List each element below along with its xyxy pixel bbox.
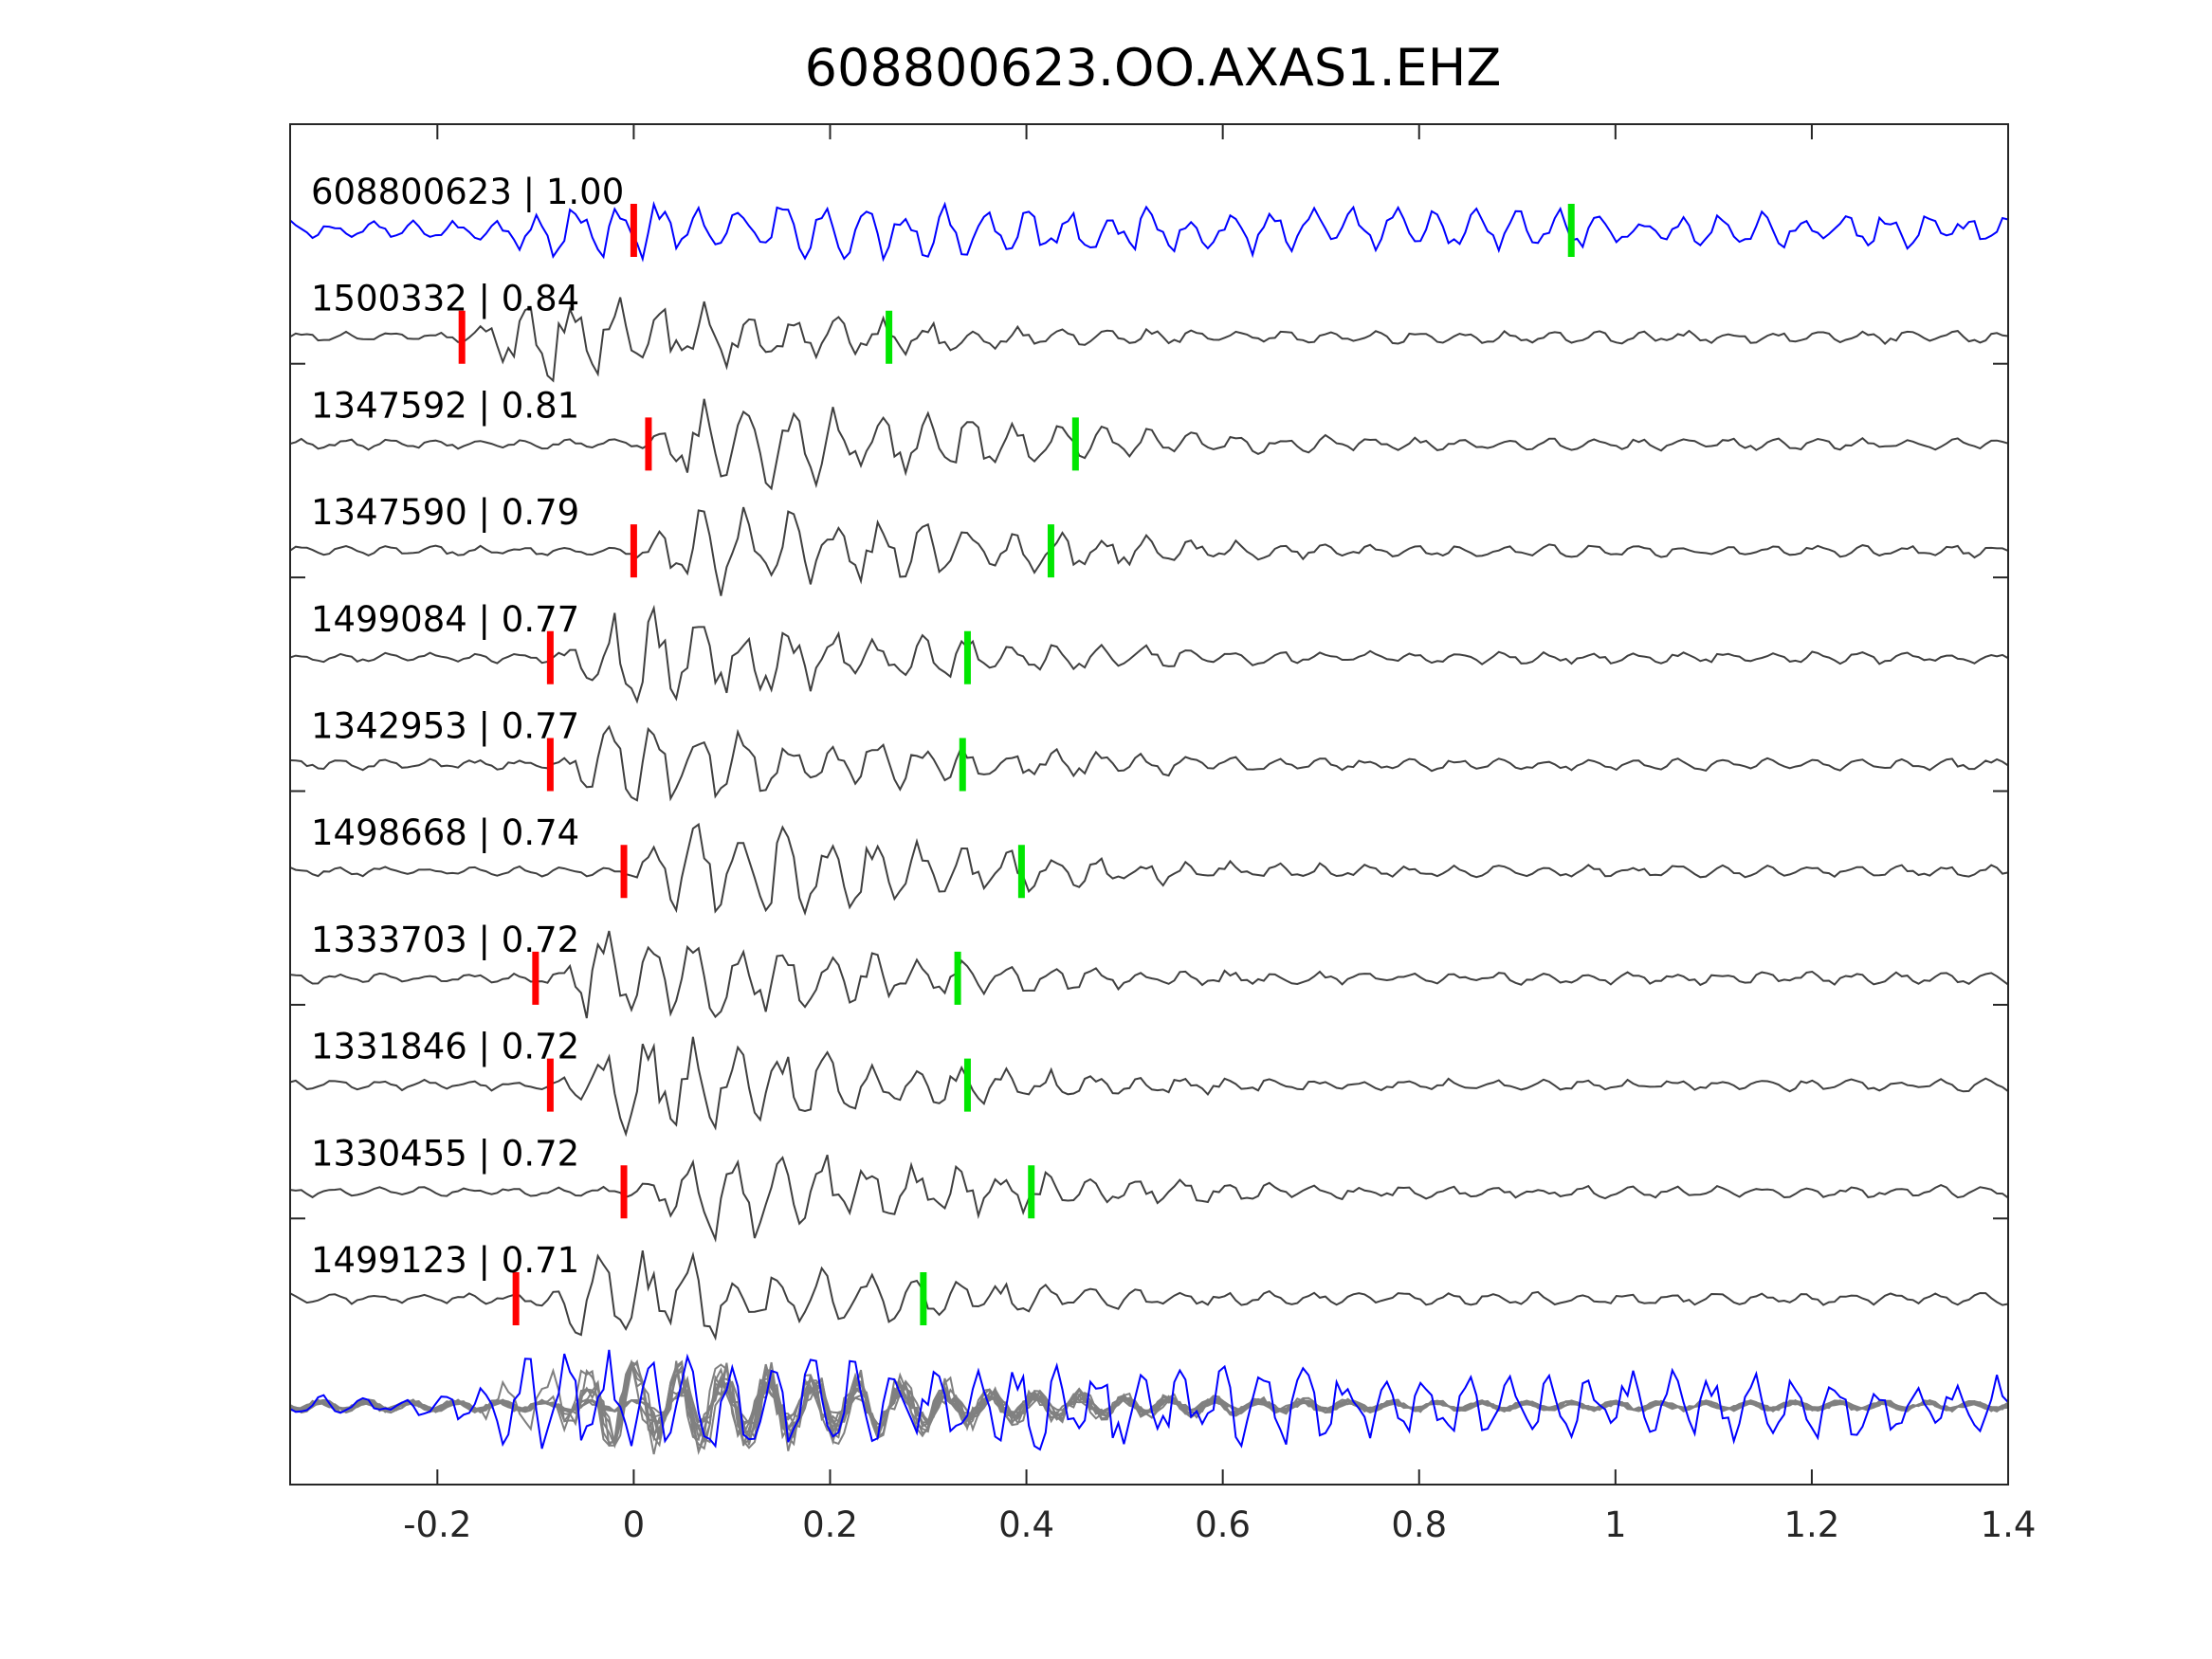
stack-trace-1499123 [289,1362,2009,1455]
trace-label-1498668: 1498668 | 0.74 [311,812,579,853]
waveform-trace-1330455 [289,1154,2009,1243]
trace-label-1499084: 1499084 | 0.77 [311,599,579,640]
stack-reference-trace [289,1349,2009,1451]
trace-label-1333703: 1333703 | 0.72 [311,920,579,960]
trace-label-1347590: 1347590 | 0.79 [311,492,579,533]
stack-trace-1499084 [289,1359,2009,1452]
chart-title: 608800623.OO.AXAS1.EHZ [805,38,1502,98]
waveform-trace-1333703 [289,930,2009,1019]
trace-label-1331846: 1331846 | 0.72 [311,1027,579,1067]
ticks-layer: -0.2 0 0.2 0.4 0.6 0.8 1 1.2 1.4 [290,124,2036,1545]
waveform-trace-608800623 [289,200,2009,263]
waveform-trace-1500332 [289,297,2009,383]
x-tick-label: 0 [623,1504,646,1545]
trace-label-608800623: 608800623 | 1.00 [311,172,624,212]
waveform-trace-1331846 [289,1036,2009,1138]
trace-label-1500332: 1500332 | 0.84 [311,279,579,319]
x-tick-label: 1 [1604,1504,1627,1545]
picks-layer [458,204,1575,1325]
x-tick-label: 1.4 [1981,1504,2037,1545]
traces-layer [289,200,2009,1341]
x-tick-label: 0.4 [998,1504,1054,1545]
stack-trace-1330455 [289,1363,2009,1455]
trace-label-1499123: 1499123 | 0.71 [311,1240,579,1281]
stack-layer [289,1349,2009,1455]
waveform-trace-1499123 [289,1250,2009,1341]
trace-label-1342953: 1342953 | 0.77 [311,706,579,747]
trace-label-1330455: 1330455 | 0.72 [311,1133,579,1174]
labels-layer: 608800623 | 1.00 1500332 | 0.84 1347592 | … [311,172,624,1281]
waveform-trace-1342953 [289,724,2009,802]
waveform-trace-1347592 [289,398,2009,491]
x-tick-label: 1.2 [1783,1504,1839,1545]
x-tick-label: -0.2 [403,1504,471,1545]
plot-frame [289,123,2009,1486]
x-tick-label: 0.8 [1391,1504,1447,1545]
trace-label-1347592: 1347592 | 0.81 [311,385,579,426]
waveform-trace-1347590 [289,506,2009,596]
waveform-trace-1498668 [289,822,2009,917]
waveform-trace-1499084 [289,604,2009,704]
x-tick-label: 0.2 [802,1504,858,1545]
x-tick-label: 0.6 [1195,1504,1251,1545]
